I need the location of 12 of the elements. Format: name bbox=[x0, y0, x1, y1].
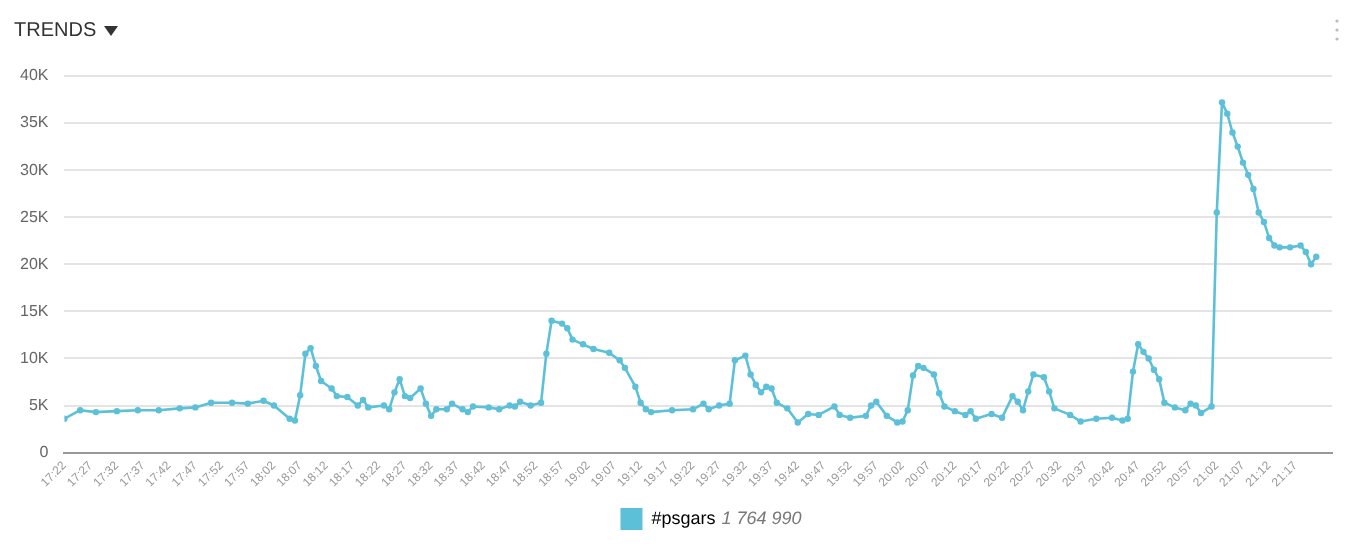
y-tick-label: 35K bbox=[20, 113, 50, 132]
y-tick-label: 40K bbox=[20, 66, 50, 85]
legend-label: #psgars bbox=[651, 507, 717, 528]
y-tick-label: 30K bbox=[20, 160, 50, 179]
y-tick-label: 20K bbox=[20, 254, 50, 273]
chart-title: TRENDS bbox=[14, 20, 97, 42]
y-tick-label: 15K bbox=[20, 301, 50, 320]
y-tick-label: 5K bbox=[28, 395, 50, 414]
y-tick-label: 25K bbox=[20, 207, 50, 226]
text: 1 764 990 bbox=[721, 508, 802, 528]
y-tick-label: 0 bbox=[39, 442, 50, 461]
y-tick-label: 10K bbox=[20, 348, 50, 367]
